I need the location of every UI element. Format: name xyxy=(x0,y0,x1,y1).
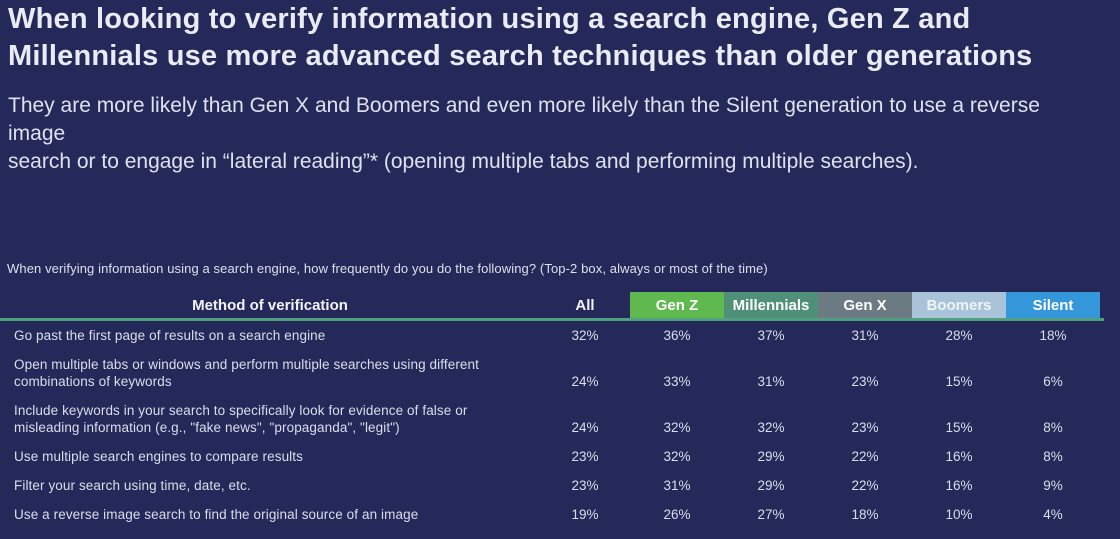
value-gen-x: 18% xyxy=(851,507,879,522)
value-gen-z: 26% xyxy=(663,507,691,522)
page-subtitle: They are more likely than Gen X and Boom… xyxy=(8,94,1040,173)
table-row: Use multiple search engines to compare r… xyxy=(0,442,1104,471)
value-all: 23% xyxy=(571,449,599,464)
value-silent: 4% xyxy=(1043,507,1063,522)
table-row: Open multiple tabs or windows and perfor… xyxy=(0,350,1104,396)
value-gen-x: 23% xyxy=(851,420,879,435)
value-silent: 6% xyxy=(1043,374,1063,389)
value-millennials: 31% xyxy=(757,374,785,389)
row-label: Include keywords in your search to speci… xyxy=(14,403,468,435)
row-label: Go past the first page of results on a s… xyxy=(14,328,326,343)
value-silent: 8% xyxy=(1043,449,1063,464)
table-row: Include keywords in your search to speci… xyxy=(0,396,1104,442)
col-header-method: Method of verification xyxy=(192,296,348,314)
value-gen-x: 31% xyxy=(851,328,879,343)
value-millennials: 29% xyxy=(757,478,785,493)
col-header-silent: Silent xyxy=(1006,292,1100,318)
col-header-gen-x: Gen X xyxy=(818,292,912,318)
value-gen-z: 33% xyxy=(663,374,691,389)
value-millennials: 37% xyxy=(757,328,785,343)
row-label: Use a reverse image search to find the o… xyxy=(14,507,419,522)
header-underline xyxy=(0,318,1104,321)
value-millennials: 29% xyxy=(757,449,785,464)
value-boomers: 16% xyxy=(945,478,973,493)
page-title: When looking to verify information using… xyxy=(8,3,1033,72)
col-header-millennials: Millennials xyxy=(724,292,818,318)
survey-question: When verifying information using a searc… xyxy=(7,261,768,276)
table-row: Use a reverse image search to find the o… xyxy=(0,500,1104,529)
value-gen-x: 23% xyxy=(851,374,879,389)
value-gen-x: 22% xyxy=(851,478,879,493)
value-gen-z: 36% xyxy=(663,328,691,343)
value-gen-z: 31% xyxy=(663,478,691,493)
value-silent: 18% xyxy=(1039,328,1067,343)
value-gen-z: 32% xyxy=(663,420,691,435)
table-header-row: Method of verification All Gen Z Millenn… xyxy=(0,292,1104,318)
col-header-all: All xyxy=(575,296,595,314)
value-all: 23% xyxy=(571,478,599,493)
col-header-boomers: Boomers xyxy=(912,292,1006,318)
value-boomers: 10% xyxy=(945,507,973,522)
value-millennials: 32% xyxy=(757,420,785,435)
row-label: Filter your search using time, date, etc… xyxy=(14,478,251,493)
value-silent: 8% xyxy=(1043,420,1063,435)
col-header-gen-z: Gen Z xyxy=(630,292,724,318)
row-label: Open multiple tabs or windows and perfor… xyxy=(14,357,479,389)
row-label: Use multiple search engines to compare r… xyxy=(14,449,303,464)
value-all: 24% xyxy=(571,420,599,435)
table-row: Filter your search using time, date, etc… xyxy=(0,471,1104,500)
value-gen-z: 32% xyxy=(663,449,691,464)
value-millennials: 27% xyxy=(757,507,785,522)
value-all: 32% xyxy=(571,328,599,343)
table-row: Go past the first page of results on a s… xyxy=(0,321,1104,350)
value-silent: 9% xyxy=(1043,478,1063,493)
value-boomers: 16% xyxy=(945,449,973,464)
value-boomers: 15% xyxy=(945,374,973,389)
value-gen-x: 22% xyxy=(851,449,879,464)
value-boomers: 28% xyxy=(945,328,973,343)
value-all: 24% xyxy=(571,374,599,389)
verification-table: Method of verification All Gen Z Millenn… xyxy=(0,292,1104,529)
value-all: 19% xyxy=(571,507,599,522)
table-body: Go past the first page of results on a s… xyxy=(0,321,1104,529)
value-boomers: 15% xyxy=(945,420,973,435)
